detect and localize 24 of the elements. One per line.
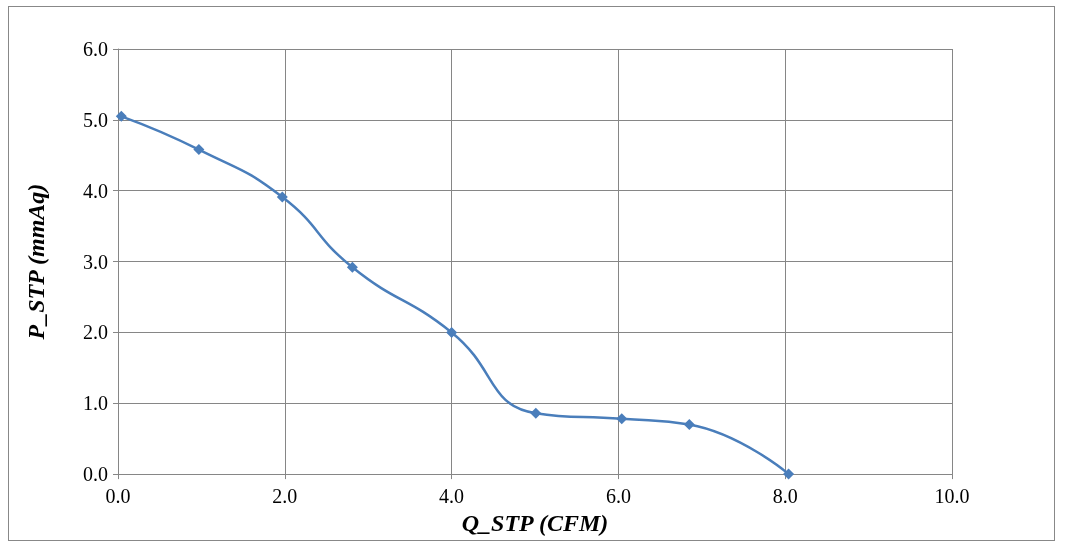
point <box>783 468 795 480</box>
x-tick-label: 2.0 <box>272 485 298 508</box>
point <box>530 407 542 419</box>
x-tick-label: 0.0 <box>105 485 131 508</box>
y-tick-label: 3.0 <box>83 250 108 273</box>
x-tick-label: 6.0 <box>605 485 631 508</box>
point <box>193 144 205 156</box>
x-tick-label: 10.0 <box>934 485 970 508</box>
x-tick-label: 8.0 <box>772 485 798 508</box>
x-axis-title: Q_STP (CFM) <box>461 510 609 536</box>
point <box>115 110 127 122</box>
point <box>276 191 288 203</box>
y-tick-label: 6.0 <box>83 38 108 60</box>
point <box>616 413 628 425</box>
y-tick-label: 2.0 <box>83 321 108 344</box>
point <box>346 261 358 273</box>
point <box>446 326 458 338</box>
x-tick-label: 4.0 <box>439 485 465 508</box>
y-tick-label: 5.0 <box>83 108 108 131</box>
y-axis-title: P_STP (mmAq) <box>23 183 49 341</box>
point <box>683 419 695 431</box>
y-tick-label: 0.0 <box>83 463 108 486</box>
y-tick-label: 4.0 <box>83 179 108 202</box>
y-tick-label: 1.0 <box>83 392 108 415</box>
